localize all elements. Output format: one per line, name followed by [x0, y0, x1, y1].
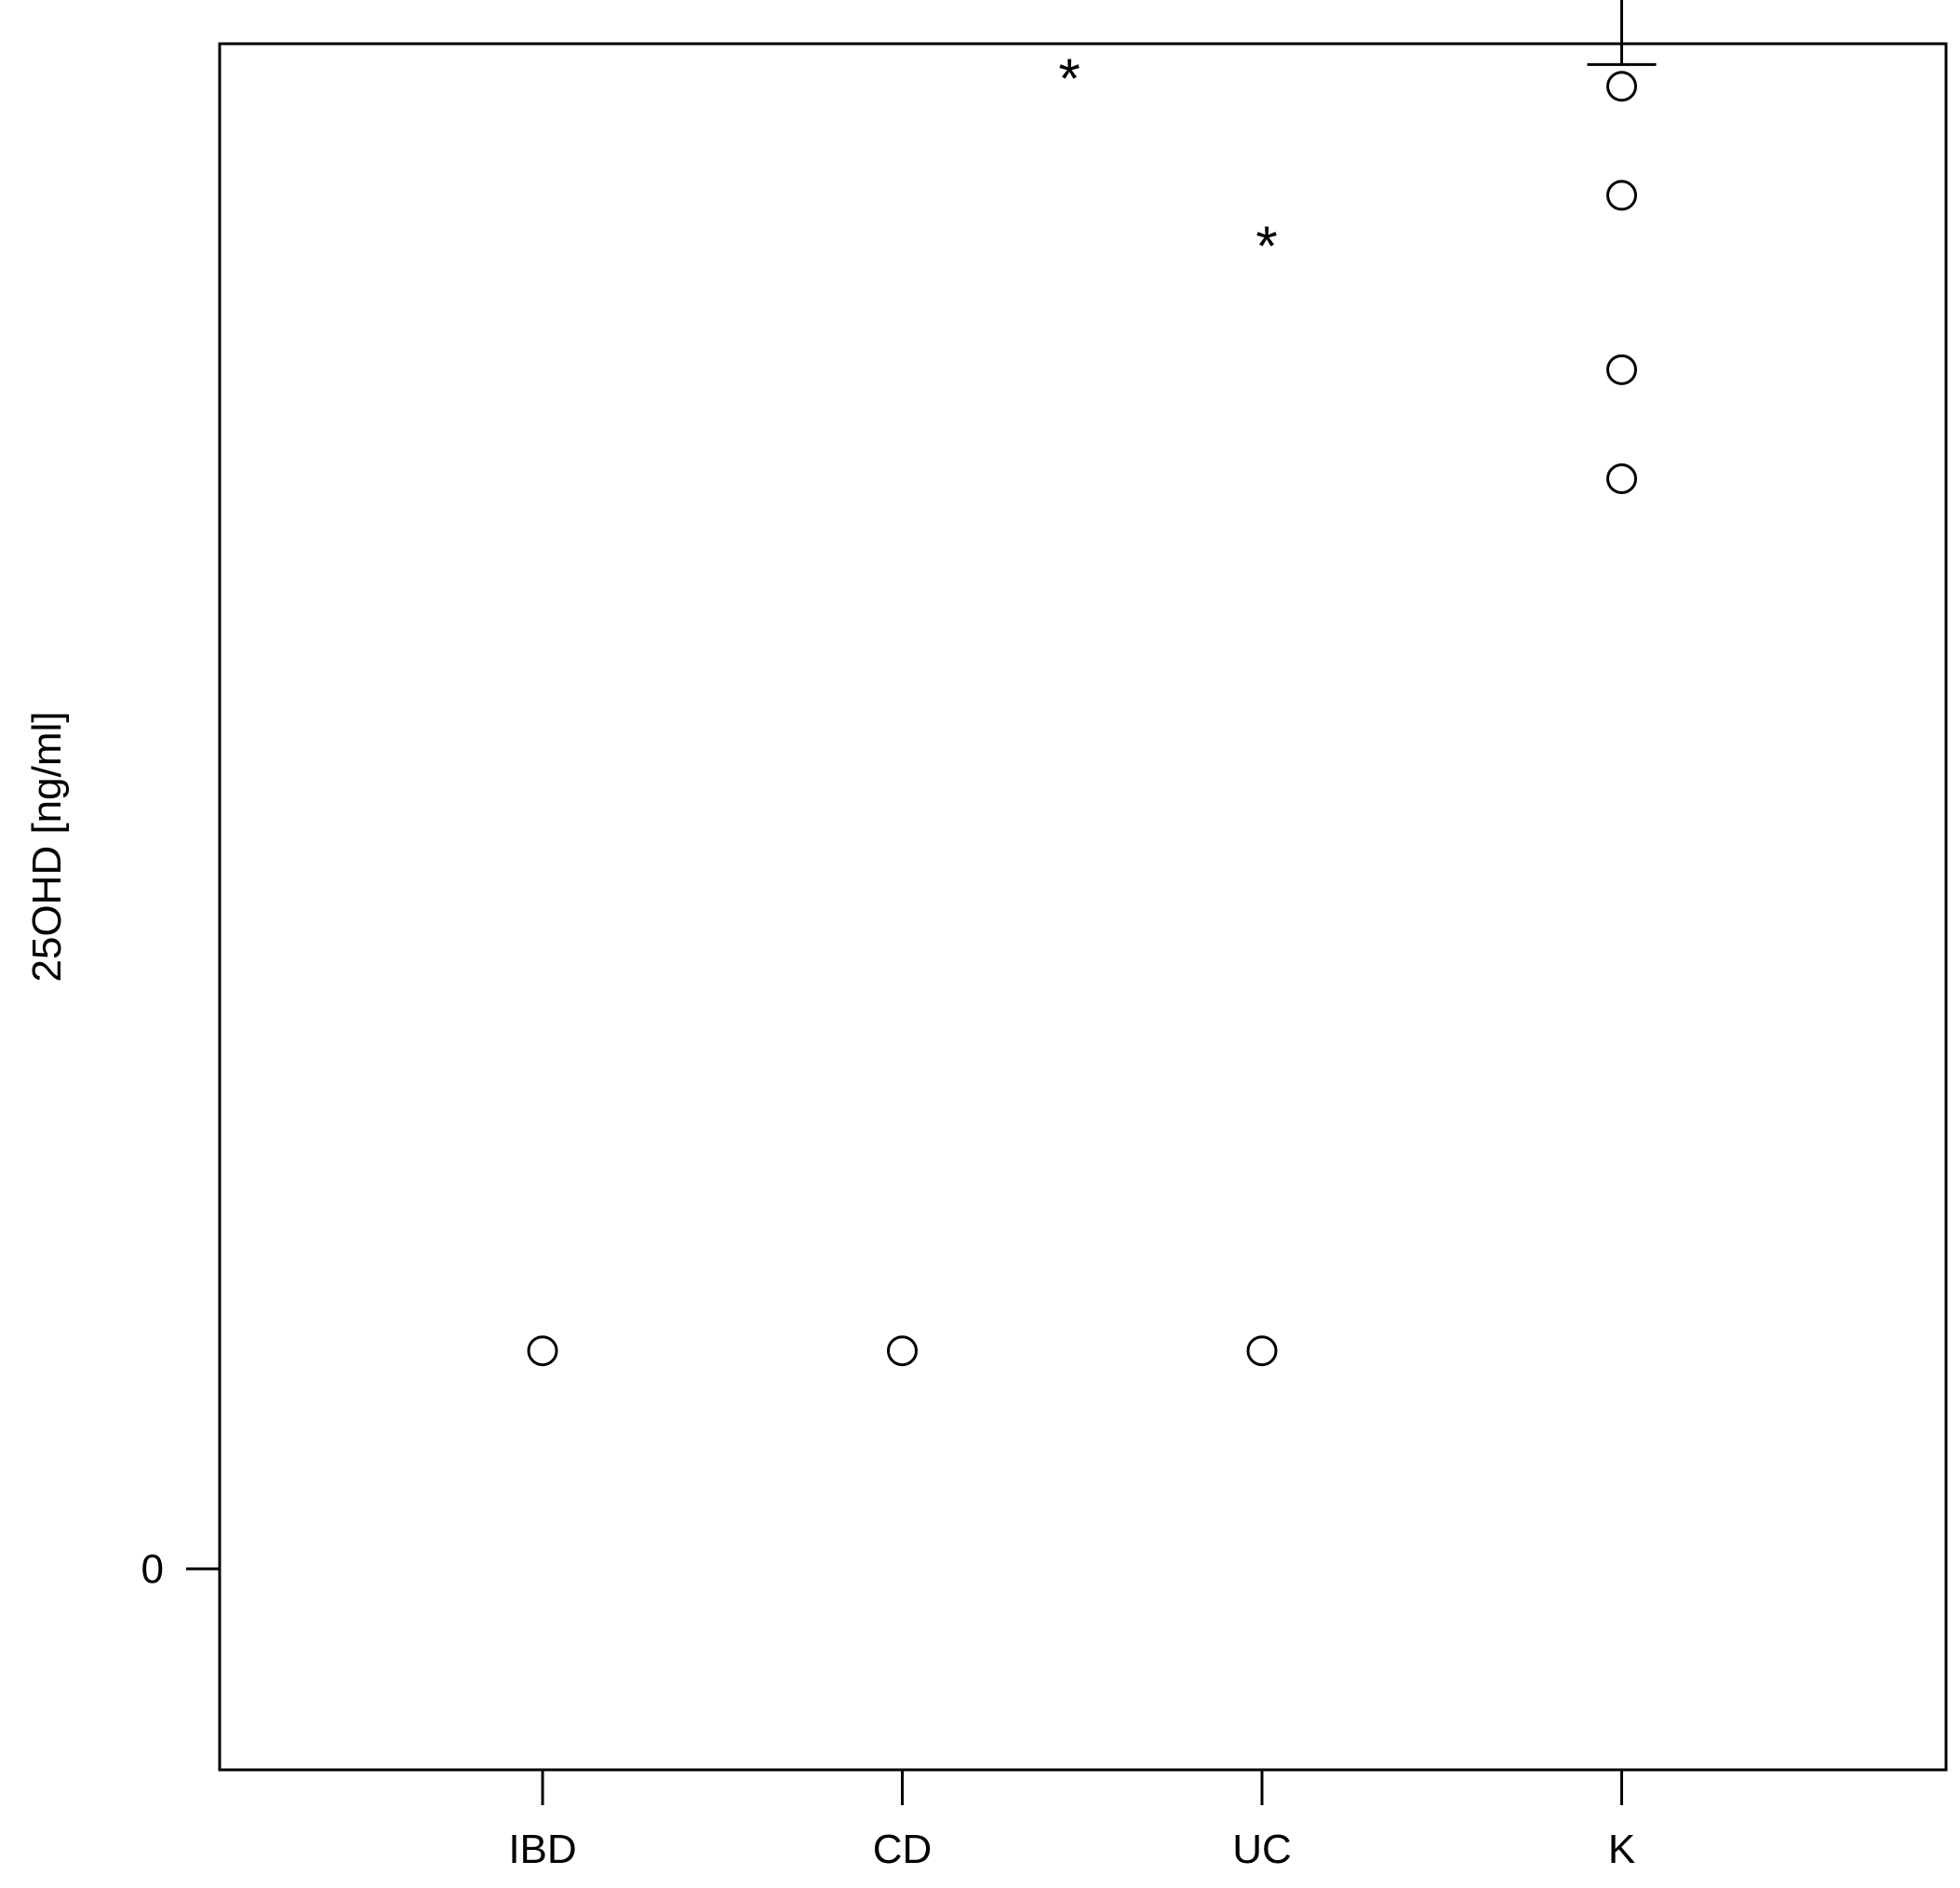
significance-star: * [1255, 215, 1277, 277]
x-tick-label: UC [1232, 1827, 1292, 1872]
box-cd [887, 1335, 918, 1367]
x-tick-label: K [1608, 1827, 1635, 1872]
box-group [527, 0, 1657, 1367]
outlier-point [887, 1335, 918, 1367]
x-tick-label: CD [873, 1827, 933, 1872]
x-axis: IBD CD UC K [508, 1770, 1635, 1872]
box-ibd [527, 1335, 558, 1367]
x-tick-label: IBD [508, 1827, 576, 1872]
plot-frame [218, 42, 1948, 1772]
outlier-point [1606, 463, 1637, 494]
y-axis-label: 25OHD [ng/ml] [24, 712, 70, 983]
significance-star: * [1058, 47, 1080, 110]
outlier-point [527, 1335, 558, 1367]
box-k [1587, 0, 1657, 494]
y-tick-label: 0 [141, 1547, 164, 1592]
significance-brackets: ** [1058, 47, 1277, 277]
outlier-point [1606, 180, 1637, 211]
outlier-point [1606, 354, 1637, 385]
y-axis: 010203040506070 [141, 1547, 220, 1592]
outlier-point [1606, 71, 1637, 102]
box-uc [1246, 1335, 1278, 1367]
outlier-point [1246, 1335, 1278, 1367]
